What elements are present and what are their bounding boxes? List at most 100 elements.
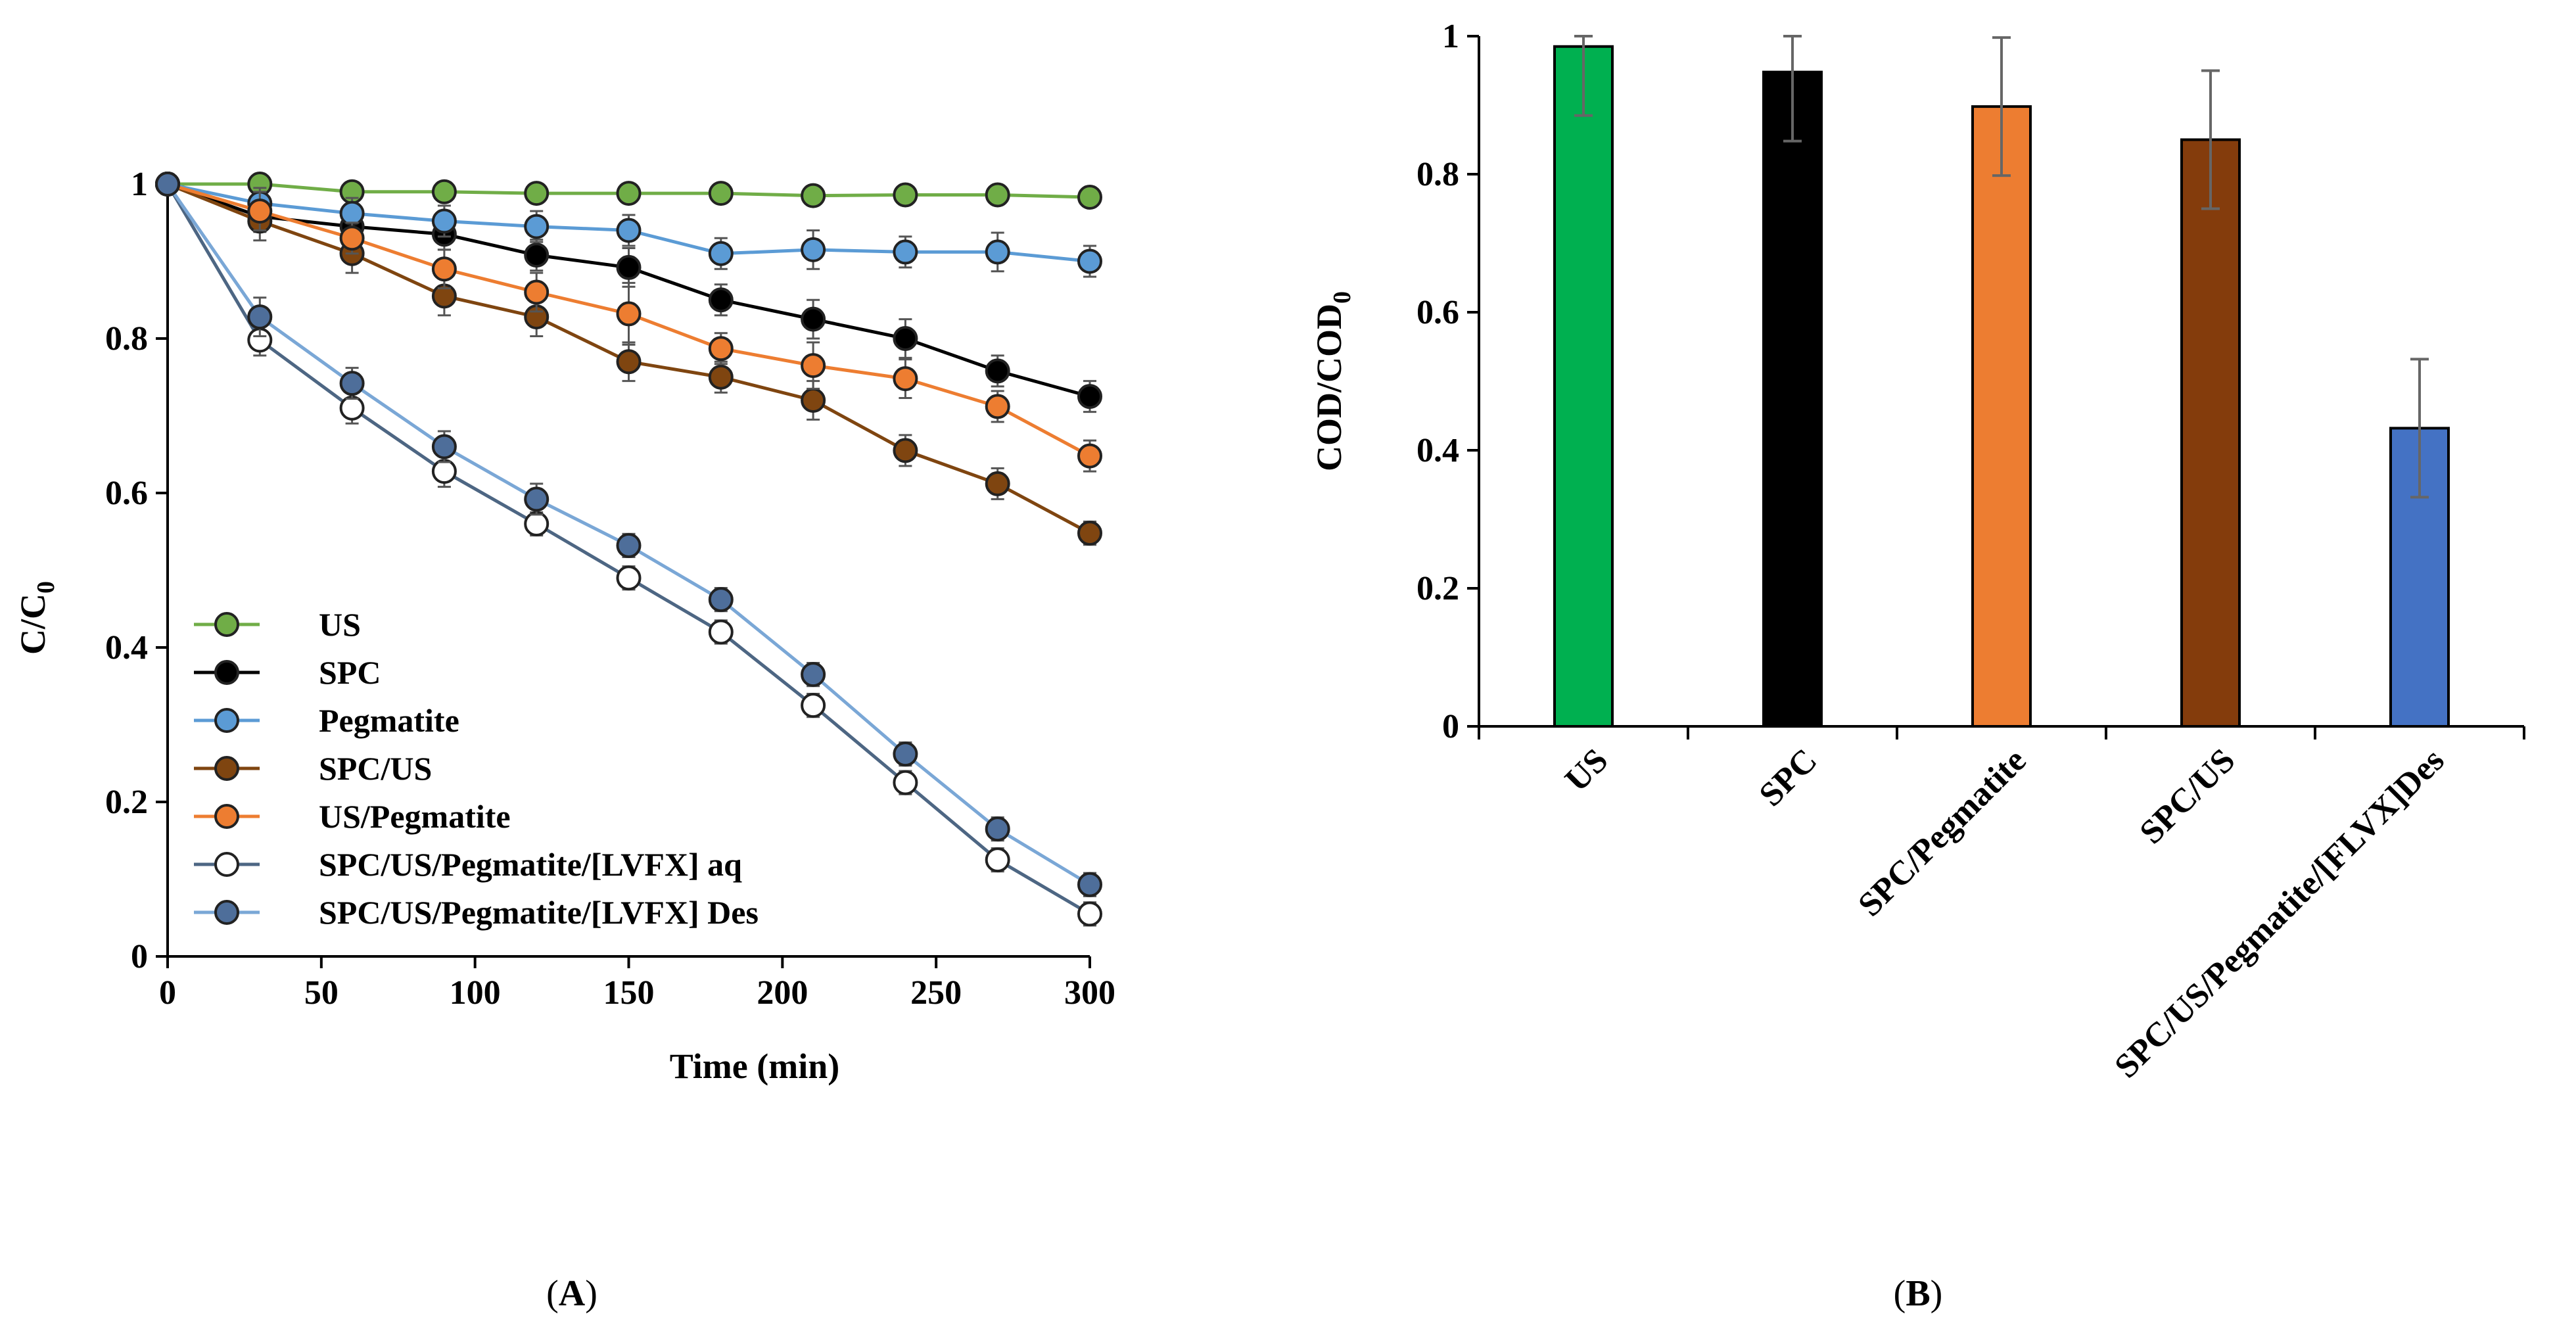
data-point: [155, 172, 180, 197]
data-point: [616, 218, 642, 243]
data-point: [708, 336, 734, 362]
y-tick-label: 0.6: [1417, 294, 1459, 331]
data-point: [708, 181, 734, 206]
series-us-pegmatite: [155, 172, 1102, 473]
data-point: [247, 304, 273, 330]
legend-item: SPC/US: [194, 750, 432, 787]
legend-item: SPC/US/Pegmatite/[LVFX] aq: [194, 846, 742, 883]
data-point: [1077, 521, 1102, 546]
y-tick-label: 1: [131, 166, 148, 203]
data-point: [985, 239, 1010, 265]
y-tick-label: 0.2: [105, 784, 148, 821]
x-tick-label: 100: [450, 974, 501, 1012]
x-tick-label: 0: [159, 974, 176, 1012]
legend-item: SPC: [194, 654, 381, 691]
bar-spc-us: [2180, 138, 2241, 728]
data-point: [801, 662, 826, 688]
data-point: [431, 434, 457, 459]
legend-item: Pegmatite: [194, 702, 459, 739]
data-point: [616, 565, 642, 591]
data-point: [524, 279, 550, 305]
data-point: [431, 459, 457, 484]
y-tick-label: 0: [1442, 708, 1459, 745]
data-point: [1077, 901, 1102, 927]
data-point: [801, 183, 826, 208]
data-point: [893, 366, 918, 392]
data-point: [616, 254, 642, 280]
panel-label-a: (A): [546, 1273, 597, 1314]
data-point: [893, 770, 918, 795]
legend-label: US/Pegmatite: [319, 798, 511, 835]
y-tick-label: 1: [1442, 18, 1459, 55]
data-point: [801, 353, 826, 379]
line-chart-y-axis-title: C/C0: [13, 581, 60, 655]
data-point: [985, 358, 1010, 384]
bar-chart-x-ticks: US SPC SPC/Pegmatite SPC/USSPC/US/Pegmatite…: [1478, 726, 2525, 1085]
legend-label: SPC/US/Pegmatite/[LVFX] Des: [319, 894, 759, 931]
bar-spc-pegmatite: [1971, 105, 2032, 728]
legend-item: US: [194, 606, 361, 643]
bar-chart-y-axis-title: COD/COD0: [1309, 291, 1356, 471]
line-chart-x-ticks: 0 50 100 150 200 250 300: [159, 956, 1115, 1012]
line-chart-legend: US SPC Pegmatite SPC/US US/Pegmatite SPC/US/P…: [194, 606, 759, 931]
x-tick-label: 150: [603, 974, 655, 1012]
data-point: [431, 208, 457, 234]
legend-label: SPC/US/Pegmatite/[LVFX] aq: [319, 846, 742, 883]
series-spc-us-pegmatite-lvfx-des: [155, 172, 1102, 897]
x-tick-label: SPC/Pegmatite: [1851, 741, 2033, 924]
legend-marker: [214, 660, 239, 685]
legend-item: SPC/US/Pegmatite/[LVFX] Des: [194, 894, 759, 931]
data-point: [339, 395, 365, 421]
x-tick-label: 50: [304, 974, 339, 1012]
y-tick-label: 0.8: [1417, 156, 1459, 193]
data-point: [524, 511, 550, 536]
x-tick-label: 200: [757, 974, 808, 1012]
data-point: [708, 587, 734, 613]
data-point: [431, 179, 457, 204]
bar-us: [1553, 45, 1614, 728]
bar-spc: [1762, 70, 1823, 728]
data-point: [616, 532, 642, 558]
data-point: [247, 199, 273, 224]
data-point: [801, 306, 826, 332]
legend-item: US/Pegmatite: [194, 798, 511, 835]
data-point: [1077, 184, 1102, 210]
x-tick-label: US: [1558, 741, 1615, 799]
data-point: [524, 243, 550, 268]
x-tick-label: SPC/US/Pegmatite/[FLVX]Des: [2107, 741, 2451, 1085]
y-tick-label: 0.8: [105, 320, 148, 358]
bar-chart-panel-b: 0 0.2 0.4 0.6 0.8 1 US SPC SPC/Pegmatite SPC/USS…: [1309, 18, 2525, 1314]
data-point: [708, 241, 734, 266]
data-point: [893, 741, 918, 767]
data-point: [339, 225, 365, 251]
data-point: [801, 237, 826, 262]
data-point: [985, 847, 1010, 873]
data-point: [616, 301, 642, 327]
data-point: [524, 486, 550, 512]
legend-marker: [214, 900, 239, 925]
x-tick-label: 250: [910, 974, 962, 1012]
y-tick-label: 0.4: [1417, 432, 1459, 469]
line-chart-y-ticks: 0 0.2 0.4 0.6 0.8 1: [105, 166, 168, 975]
line-chart-x-axis-title: Time (min): [670, 1046, 839, 1086]
legend-marker: [214, 612, 239, 637]
data-point: [985, 471, 1010, 496]
legend-marker: [214, 756, 239, 781]
legend-marker: [214, 852, 239, 877]
y-tick-label: 0.6: [105, 475, 148, 512]
legend-label: Pegmatite: [319, 702, 459, 739]
data-point: [1077, 248, 1102, 274]
y-tick-label: 0: [131, 938, 148, 975]
data-point: [616, 181, 642, 206]
data-point: [893, 438, 918, 463]
x-tick-label: SPC: [1752, 741, 1825, 814]
data-point: [985, 394, 1010, 419]
data-point: [893, 182, 918, 208]
data-point: [1077, 384, 1102, 410]
line-chart-panel-a: 0 0.2 0.4 0.6 0.8 1 0 50 100 150 200 250 300 C/C0 T…: [13, 166, 1115, 1314]
data-point: [616, 349, 642, 375]
data-point: [801, 693, 826, 718]
legend-label: SPC/US: [319, 750, 432, 787]
legend-marker: [214, 708, 239, 733]
